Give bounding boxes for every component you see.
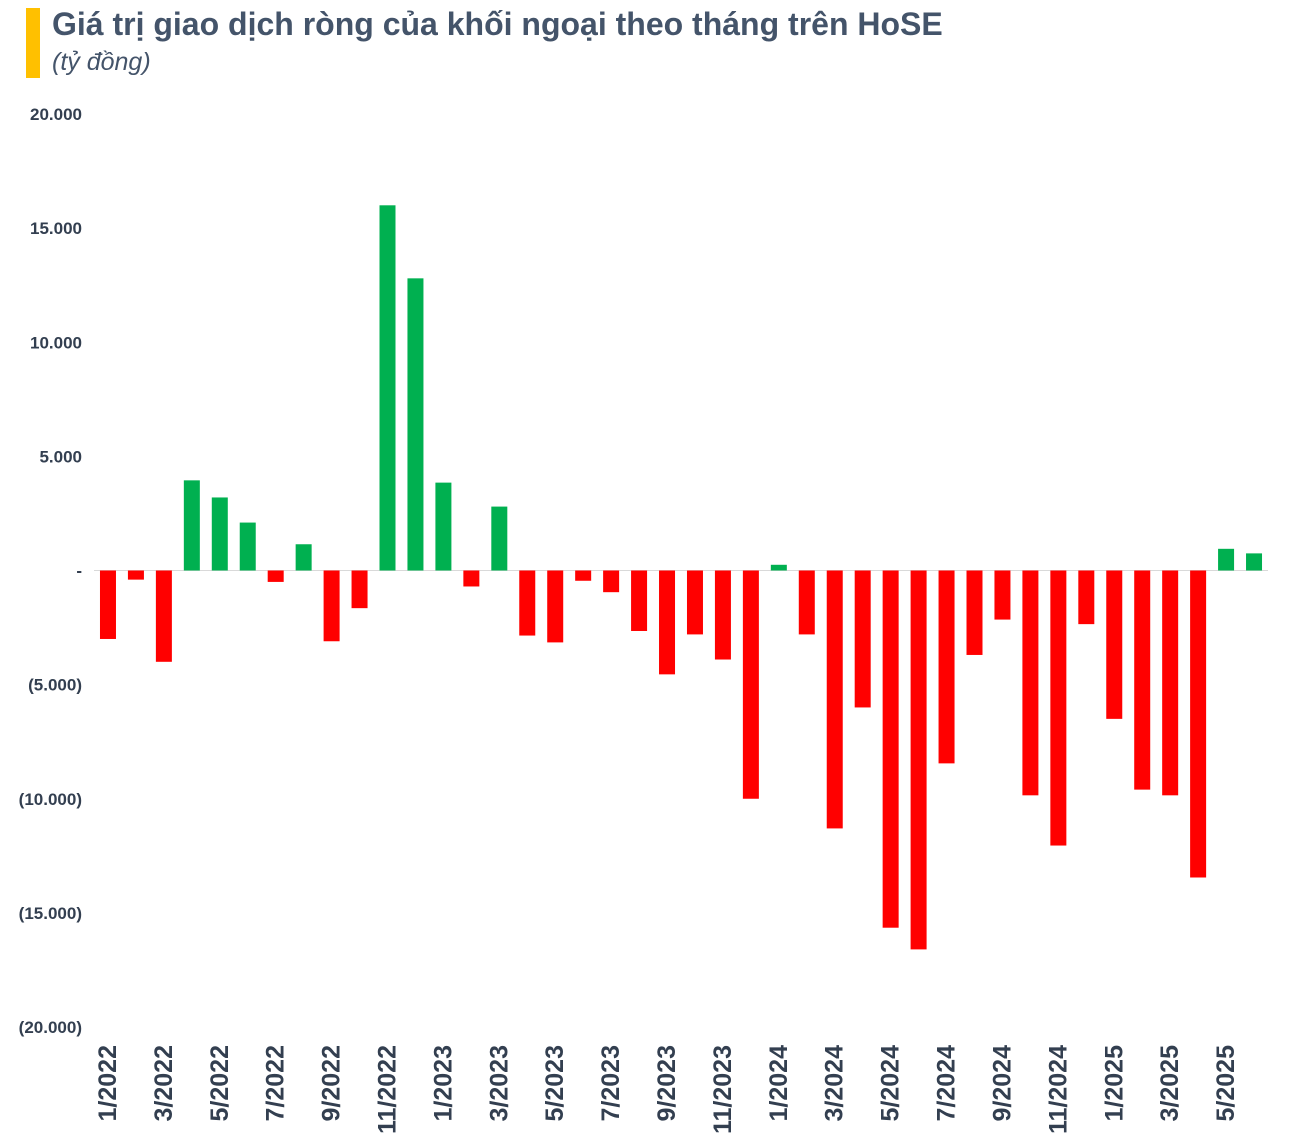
x-tick-label: 3/2022 [150, 1045, 178, 1121]
bar-1-2024 [770, 564, 787, 571]
x-tick-label: 11/2022 [374, 1045, 402, 1134]
bar-6-2024 [910, 570, 927, 950]
x-tick-label: 1/2025 [1100, 1045, 1128, 1122]
y-tick-label: (5.000) [28, 676, 82, 695]
bar-8-2024 [966, 570, 983, 655]
x-tick-label: 9/2022 [318, 1045, 346, 1121]
chart-title: Giá trị giao dịch ròng của khối ngoại th… [52, 6, 943, 42]
x-tick-label: 1/2024 [765, 1045, 793, 1122]
bar-2-2022 [127, 570, 144, 580]
bar-8-2022 [295, 544, 312, 571]
x-tick-label: 9/2024 [988, 1045, 1016, 1122]
bar-12-2023 [742, 570, 759, 799]
bar-2-2025 [1134, 570, 1151, 790]
y-axis: 20.000 15.000 10.000 5.000 - (5.000) (10.000) (… [19, 105, 82, 1037]
bar-5-2022 [211, 497, 228, 571]
bar-1-2023 [435, 482, 452, 571]
x-tick-label: 3/2024 [821, 1045, 849, 1122]
bar-3-2025 [1162, 570, 1179, 796]
bar-10-2022 [351, 570, 368, 609]
bar-8-2023 [631, 570, 648, 631]
y-tick-label: - [76, 562, 82, 581]
bar-5-2025 [1218, 548, 1235, 571]
bar-4-2025 [1190, 570, 1207, 878]
x-tick-label: 7/2022 [262, 1045, 290, 1121]
bar-12-2024 [1078, 570, 1095, 625]
y-tick-label: (15.000) [19, 904, 82, 923]
y-tick-label: 15.000 [30, 219, 82, 238]
bar-4-2024 [854, 570, 871, 708]
x-tick-label: 7/2023 [597, 1045, 625, 1121]
x-tick-label: 1/2023 [429, 1045, 457, 1121]
y-tick-label: 5.000 [39, 447, 82, 466]
bar-4-2022 [183, 480, 200, 571]
bar-7-2023 [603, 570, 620, 593]
bar-11-2022 [379, 205, 396, 571]
x-tick-label: 7/2024 [933, 1045, 961, 1122]
bar-10-2023 [686, 570, 703, 635]
bar-3-2022 [155, 570, 172, 662]
y-tick-label: (20.000) [19, 1018, 82, 1037]
y-tick-label: 20.000 [30, 105, 82, 124]
x-tick-label: 5/2022 [206, 1045, 234, 1121]
bar-9-2023 [659, 570, 676, 675]
bar-3-2023 [491, 506, 508, 571]
bar-1-2025 [1106, 570, 1123, 719]
x-tick-label: 11/2024 [1044, 1045, 1072, 1134]
bar-6-2025 [1246, 553, 1263, 571]
bar-11-2024 [1050, 570, 1067, 846]
bar-1-2022 [99, 570, 116, 639]
bar-7-2022 [267, 570, 284, 582]
bar-10-2024 [1022, 570, 1039, 796]
x-tick-label: 5/2024 [877, 1045, 905, 1122]
bar-2-2023 [463, 570, 480, 587]
bar-5-2024 [882, 570, 899, 928]
x-tick-label: 1/2022 [94, 1045, 122, 1121]
x-axis: 1/2022 3/2022 5/2022 7/2022 9/2022 11/2022 1/2… [94, 1045, 1240, 1134]
x-tick-label: 9/2023 [653, 1045, 681, 1121]
bar-7-2024 [938, 570, 955, 764]
bar-4-2023 [519, 570, 536, 636]
title-accent-bar [26, 8, 40, 78]
bar-9-2022 [323, 570, 340, 642]
y-tick-label: (10.000) [19, 790, 82, 809]
bars [99, 205, 1263, 950]
x-tick-label: 3/2023 [485, 1045, 513, 1121]
x-tick-label: 5/2025 [1212, 1045, 1240, 1122]
x-tick-label: 5/2023 [541, 1045, 569, 1121]
bar-2-2024 [798, 570, 815, 635]
x-tick-label: 11/2023 [709, 1045, 737, 1134]
bar-6-2022 [239, 522, 256, 571]
bar-5-2023 [547, 570, 564, 643]
bar-6-2023 [575, 570, 592, 581]
bar-3-2024 [826, 570, 843, 829]
bar-9-2024 [994, 570, 1011, 620]
bar-12-2022 [407, 278, 424, 571]
chart-subtitle: (tỷ đồng) [52, 48, 151, 76]
y-tick-label: 10.000 [30, 333, 82, 352]
x-tick-label: 3/2025 [1156, 1045, 1184, 1122]
bar-11-2023 [714, 570, 731, 660]
